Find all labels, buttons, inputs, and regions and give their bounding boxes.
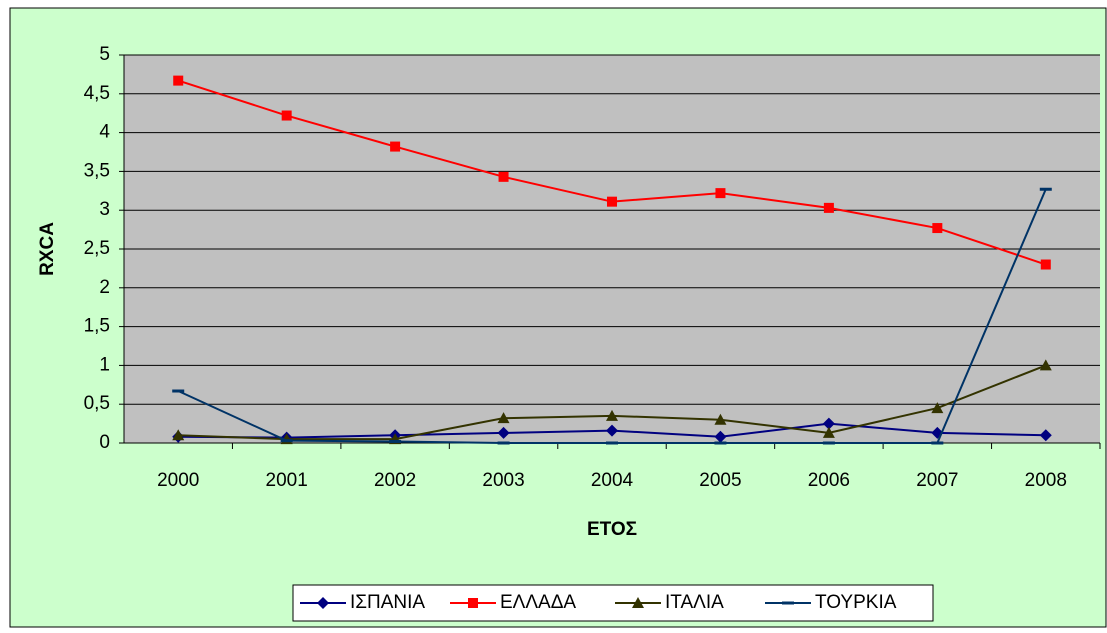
data-point	[173, 75, 184, 86]
data-point	[931, 402, 944, 414]
x-tick-label: 2002	[374, 470, 416, 491]
data-point	[606, 441, 618, 445]
x-tick-label: 2004	[591, 470, 634, 491]
legend-marker	[468, 598, 478, 608]
data-point	[1040, 259, 1051, 270]
data-point	[931, 441, 944, 445]
legend-marker	[317, 597, 329, 609]
x-tick-label: 2006	[808, 470, 850, 491]
y-axis-label: RXCA	[37, 222, 58, 276]
x-tick-label: 2008	[1025, 470, 1067, 491]
data-point	[280, 439, 293, 443]
y-tick-label: 4	[99, 122, 110, 143]
data-point	[714, 430, 727, 443]
y-tick-label: 2	[99, 277, 110, 298]
x-tick-label: 2005	[699, 470, 741, 491]
data-point	[607, 196, 617, 207]
x-tick-label: 2001	[266, 470, 308, 491]
data-point	[822, 441, 835, 445]
data-point	[822, 417, 835, 430]
data-point	[498, 171, 509, 182]
data-point	[823, 202, 834, 213]
data-point	[715, 188, 726, 199]
data-point	[606, 409, 618, 421]
data-point	[390, 141, 401, 152]
y-tick-label: 2,5	[84, 238, 110, 259]
data-point	[714, 413, 727, 425]
data-point	[172, 389, 185, 393]
y-tick-label: 3	[99, 199, 110, 220]
legend-marker	[632, 597, 644, 608]
data-point	[497, 412, 510, 424]
legend-marker	[782, 601, 794, 605]
data-point	[497, 441, 510, 445]
y-tick-label: 3,5	[84, 160, 110, 181]
y-tick-label: 4,5	[84, 83, 110, 104]
x-tick-label: 2000	[157, 470, 199, 491]
legend-label: ΕΛΛΑΔΑ	[500, 592, 576, 613]
data-point	[1039, 187, 1052, 191]
data-point	[822, 426, 835, 438]
data-point	[389, 439, 402, 443]
x-tick-label: 2003	[482, 470, 524, 491]
x-axis-label: ΕΤΟΣ	[587, 519, 637, 540]
data-point	[714, 441, 727, 445]
data-point	[932, 223, 943, 234]
data-point	[281, 110, 292, 121]
data-point	[172, 429, 185, 441]
y-tick-label: 5	[99, 44, 110, 65]
data-point	[1039, 429, 1052, 442]
data-point	[606, 424, 618, 437]
legend	[292, 584, 934, 622]
y-tick-label: 1	[99, 354, 110, 375]
y-tick-label: 0,5	[84, 393, 110, 414]
legend-label: ΤΟΥΡΚΙΑ	[815, 592, 897, 613]
x-tick-label: 2007	[916, 470, 958, 491]
data-point	[497, 426, 510, 439]
legend-label: ΙΤΑΛΙΑ	[665, 592, 724, 613]
y-tick-label: 1,5	[84, 316, 110, 337]
y-tick-label: 0	[99, 432, 110, 453]
legend-label: ΙΣΠΑΝΙΑ	[350, 592, 425, 613]
data-point	[1039, 359, 1052, 371]
